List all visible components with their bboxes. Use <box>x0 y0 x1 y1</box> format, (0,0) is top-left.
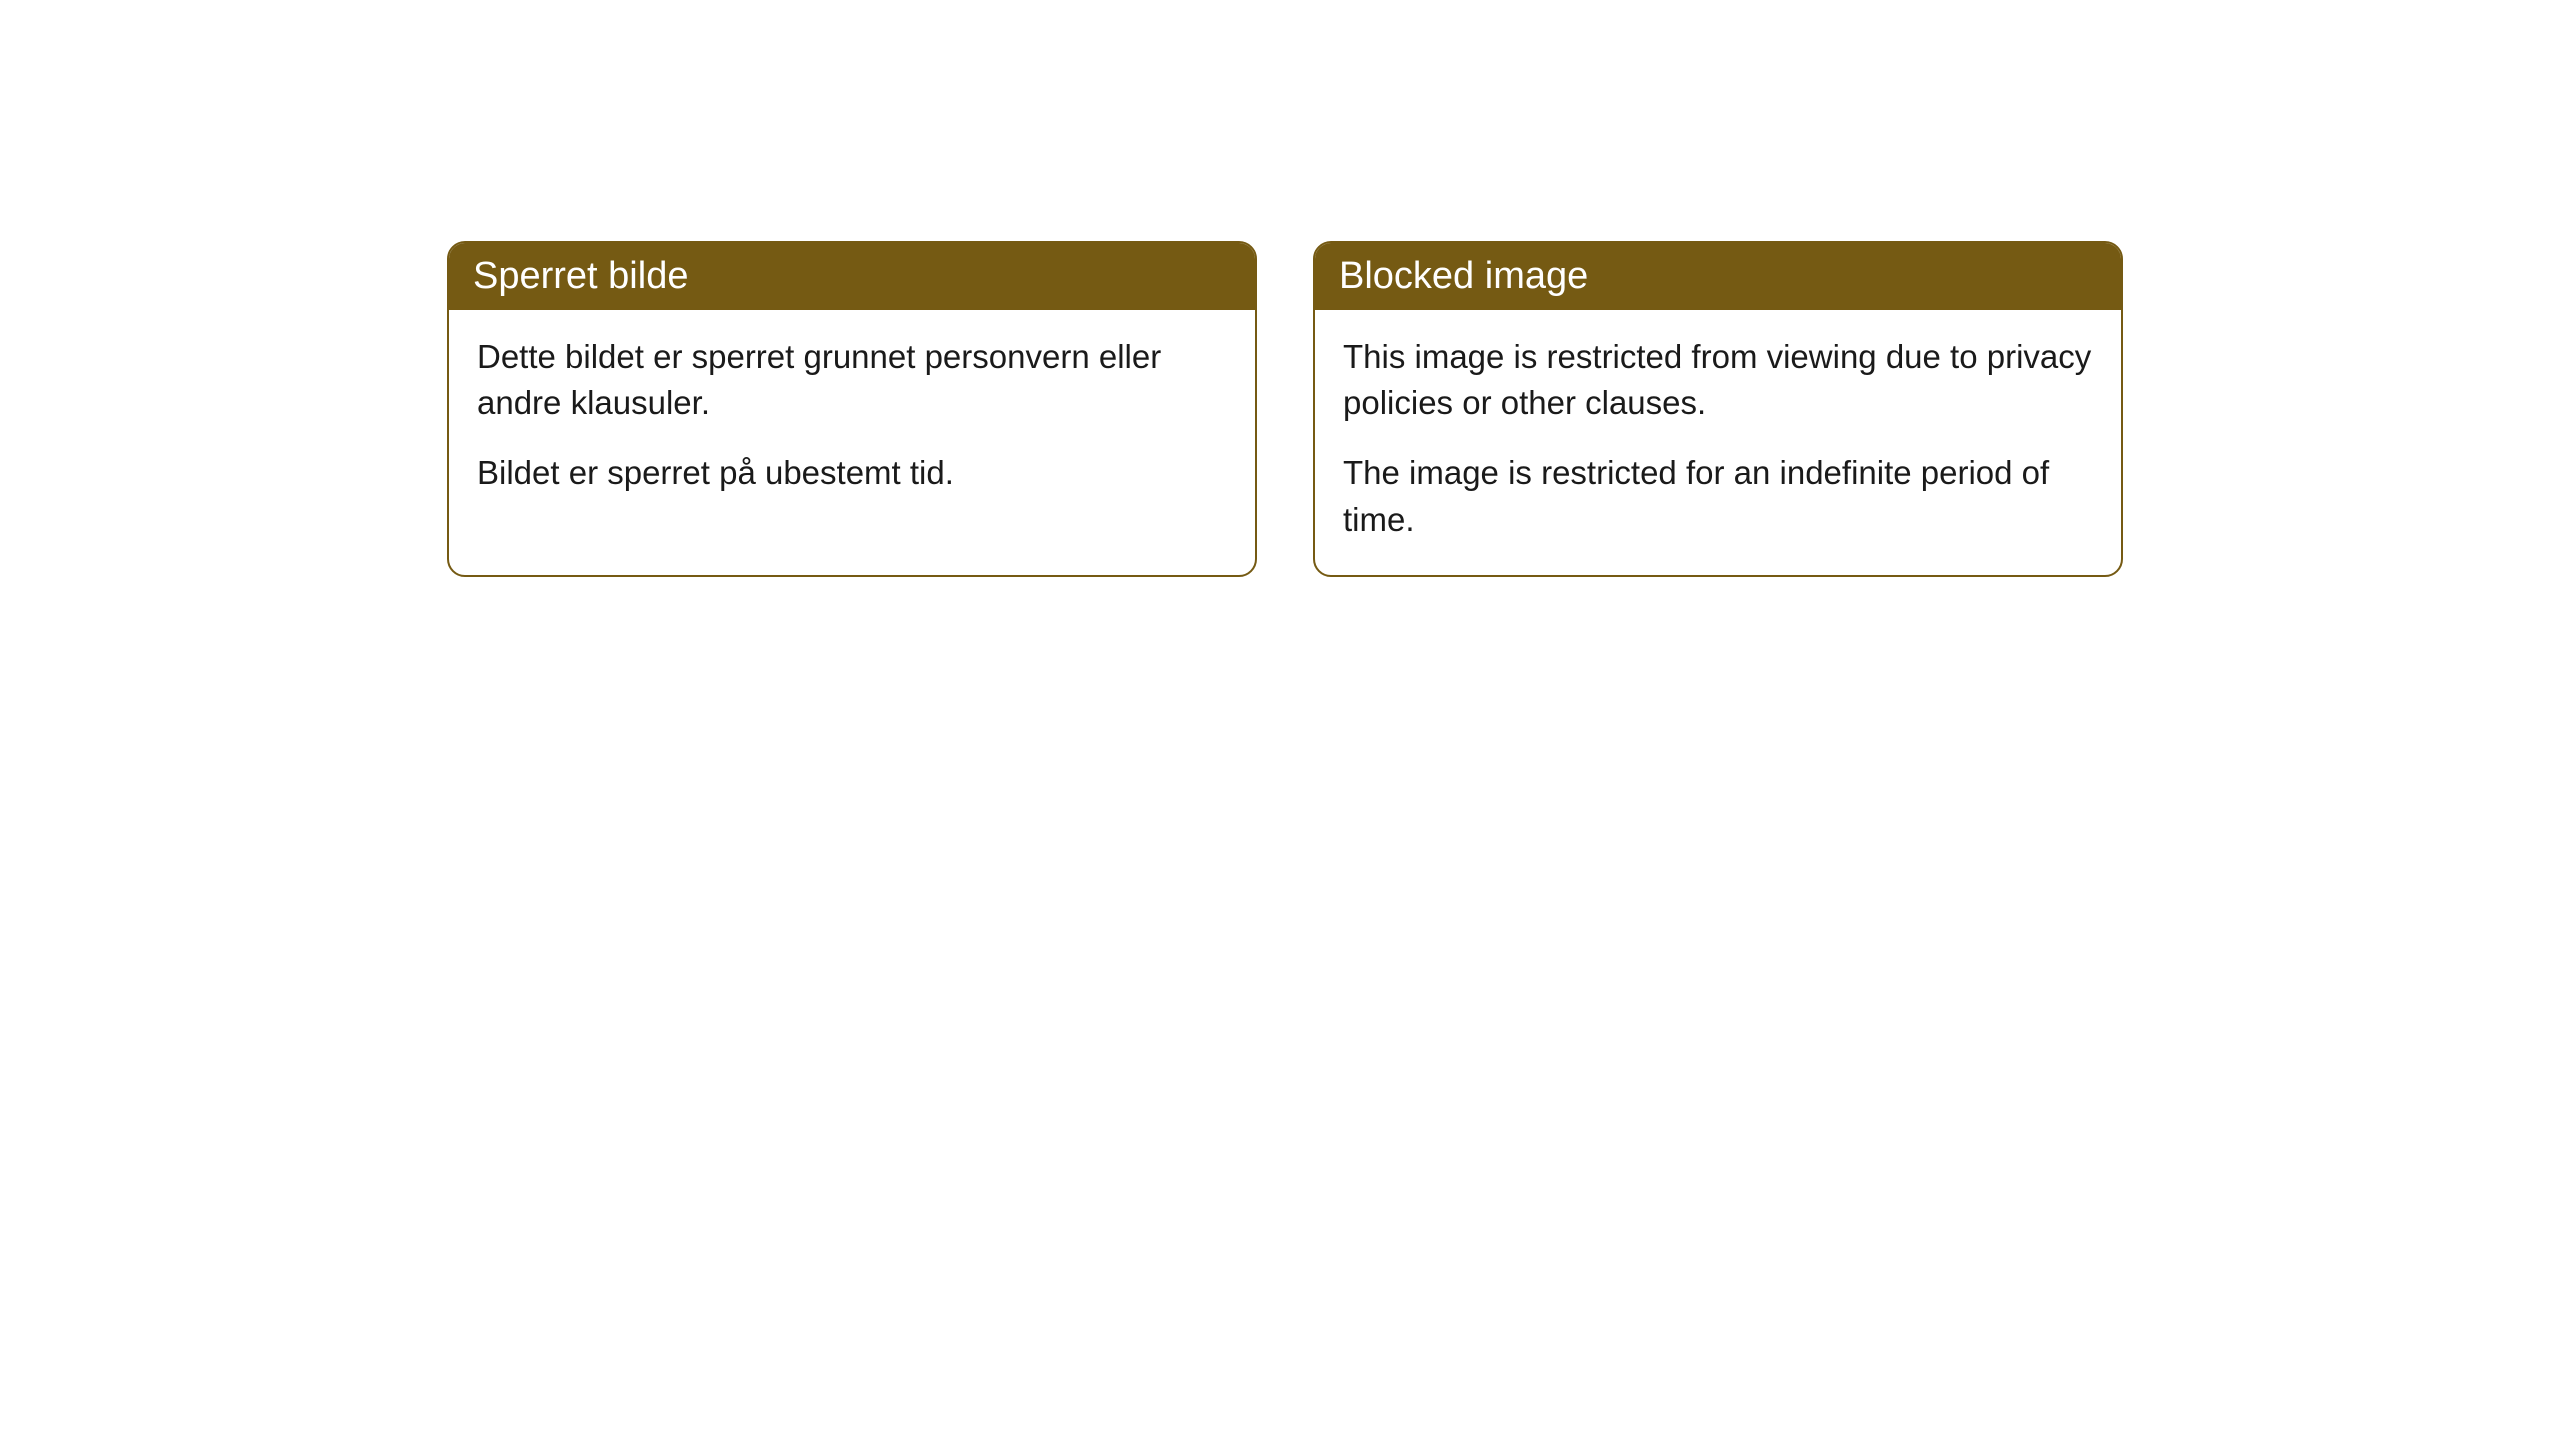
cards-container: Sperret bilde Dette bildet er sperret gr… <box>447 241 2123 577</box>
card-english: Blocked image This image is restricted f… <box>1313 241 2123 577</box>
card-paragraph: The image is restricted for an indefinit… <box>1343 450 2093 542</box>
card-title: Sperret bilde <box>473 255 688 297</box>
card-paragraph: Bildet er sperret på ubestemt tid. <box>477 450 1227 496</box>
card-body-english: This image is restricted from viewing du… <box>1315 310 2121 575</box>
card-header-english: Blocked image <box>1315 243 2121 310</box>
card-paragraph: This image is restricted from viewing du… <box>1343 334 2093 426</box>
card-header-norwegian: Sperret bilde <box>449 243 1255 310</box>
card-title: Blocked image <box>1339 255 1588 297</box>
card-norwegian: Sperret bilde Dette bildet er sperret gr… <box>447 241 1257 577</box>
card-paragraph: Dette bildet er sperret grunnet personve… <box>477 334 1227 426</box>
card-body-norwegian: Dette bildet er sperret grunnet personve… <box>449 310 1255 529</box>
